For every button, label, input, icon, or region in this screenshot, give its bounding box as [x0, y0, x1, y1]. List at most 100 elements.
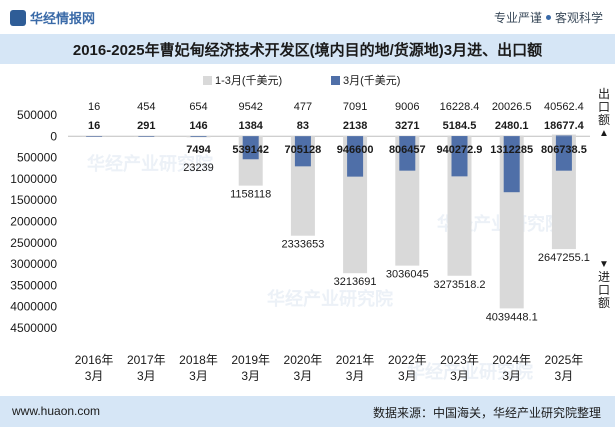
brand-name: 华经情报网 — [30, 11, 96, 26]
x-tick-label: 3月 — [346, 369, 365, 383]
x-tick-label: 3月 — [502, 369, 521, 383]
export-side-label: 出口额 ▲ — [597, 88, 611, 140]
bar-month-import — [451, 136, 468, 177]
x-tick-label: 3月 — [555, 369, 574, 383]
import-side-text: 进口额 — [597, 270, 610, 310]
data-label-month-import: 7494 — [186, 144, 211, 156]
tagline: 专业严谨 客观科学 — [494, 9, 603, 26]
tagline-left: 专业严谨 — [493, 11, 542, 25]
data-label-month-export: 1384 — [238, 120, 263, 132]
y-tick-label: 4500000 — [10, 321, 57, 335]
x-tick-label: 2016年 — [75, 353, 114, 367]
x-tick-label: 2018年 — [179, 353, 218, 367]
data-label-cumulative-import: 3036045 — [386, 269, 429, 281]
x-tick-label: 2020年 — [284, 353, 323, 367]
bar-cumulative-export — [447, 135, 472, 137]
data-label-cumulative-export: 477 — [294, 101, 312, 113]
data-label-month-export: 291 — [137, 120, 155, 132]
data-label-cumulative-export: 16228.4 — [440, 101, 480, 113]
chart-title: 2016-2025年曹妃甸经济技术开发区(境内目的地/货源地)3月进、出口额 — [72, 42, 543, 59]
x-tick-label: 2022年 — [388, 353, 427, 367]
y-tick-label: 1000000 — [10, 172, 57, 186]
data-label-cumulative-import: 2333653 — [281, 239, 324, 251]
y-tick-label: 500000 — [17, 108, 57, 122]
data-label-cumulative-export: 16 — [88, 101, 100, 113]
title-bar: 2016-2025年曹妃甸经济技术开发区(境内目的地/货源地)3月进、出口额 — [0, 34, 615, 64]
data-label-month-import: 539142 — [232, 144, 269, 156]
footer: www.huaon.com 数据来源：中国海关，华经产业研究院整理 — [0, 396, 615, 427]
data-label-month-export: 83 — [297, 120, 309, 132]
bar-month-import — [242, 136, 259, 160]
legend-label: 3月(千美元) — [343, 74, 400, 87]
data-label-cumulative-export: 9542 — [238, 101, 262, 113]
down-arrow-icon: ▼ — [599, 259, 609, 270]
x-tick-label: 2023年 — [440, 353, 479, 367]
data-label-cumulative-export: 40562.4 — [544, 101, 584, 113]
x-tick-label: 3月 — [85, 369, 104, 383]
y-tick-label: 3500000 — [10, 278, 57, 292]
y-tick-label: 2500000 — [10, 236, 57, 250]
watermark-text: 华经产业研究院 — [87, 153, 213, 174]
data-label-cumulative-import: 23239 — [183, 162, 214, 174]
top-bar: 华经情报网 专业严谨 客观科学 — [0, 0, 615, 34]
x-tick-label: 3月 — [294, 369, 313, 383]
bullet-icon — [545, 15, 551, 20]
bar-month-import — [555, 136, 572, 171]
bar-cumulative-export — [551, 134, 576, 137]
bar-month-import — [294, 136, 311, 167]
data-label-cumulative-export: 20026.5 — [492, 101, 532, 113]
data-label-month-export: 5184.5 — [443, 120, 477, 132]
data-label-cumulative-export: 7091 — [343, 101, 367, 113]
bar-month-import — [503, 136, 520, 193]
x-tick-label: 3月 — [137, 369, 156, 383]
export-side-text: 出口额 — [597, 87, 610, 127]
data-label-month-import: 1312285 — [490, 144, 533, 156]
data-label-cumulative-export: 654 — [189, 101, 207, 113]
import-side-label: ▼ 进口额 — [597, 258, 611, 310]
x-tick-label: 3月 — [450, 369, 469, 383]
data-label-cumulative-import: 3213691 — [334, 276, 377, 288]
data-label-month-import: 940272.9 — [437, 144, 483, 156]
data-label-cumulative-export: 9006 — [395, 101, 419, 113]
data-label-month-export: 2138 — [343, 120, 367, 132]
tagline-right: 客观科学 — [554, 11, 603, 25]
data-label-cumulative-import: 4039448.1 — [486, 311, 538, 323]
data-label-cumulative-export: 454 — [137, 101, 155, 113]
bar-month-export — [86, 136, 103, 137]
legend-swatch — [331, 76, 340, 85]
footer-website[interactable]: www.huaon.com — [12, 404, 101, 418]
x-tick-label: 3月 — [241, 369, 260, 383]
footer-source: 数据来源：中国海关，华经产业研究院整理 — [372, 406, 601, 420]
bar-cumulative-export — [499, 135, 524, 137]
watermark-text: 华经产业研究院 — [407, 361, 533, 382]
y-tick-label: 500000 — [17, 151, 57, 165]
y-tick-label: 3000000 — [10, 257, 57, 271]
data-label-cumulative-import: 1158118 — [230, 189, 271, 201]
brand[interactable]: 华经情报网 — [10, 8, 95, 27]
bar-month-export — [138, 136, 155, 137]
legend-label: 1-3月(千美元) — [215, 74, 282, 87]
y-tick-label: 2000000 — [10, 215, 57, 229]
bar-month-import — [399, 136, 416, 171]
data-label-month-export: 18677.4 — [544, 120, 585, 132]
y-tick-label: 4000000 — [10, 300, 57, 314]
data-label-cumulative-import: 3273518.2 — [434, 279, 486, 291]
y-tick-label: 0 — [50, 129, 57, 143]
data-label-month-export: 146 — [189, 120, 207, 132]
data-label-month-export: 16 — [88, 120, 100, 132]
x-tick-label: 3月 — [189, 369, 208, 383]
chart: 华经产业研究院华经产业研究院华经产业研究院华经产业研究院1-3月(千美元)3月(… — [10, 74, 590, 383]
watermark-text: 华经产业研究院 — [267, 288, 393, 309]
up-arrow-icon: ▲ — [599, 128, 609, 139]
legend-swatch — [203, 76, 212, 85]
data-label-month-import: 806457 — [389, 144, 426, 156]
x-tick-label: 2019年 — [231, 353, 270, 367]
data-label-month-export: 2480.1 — [495, 120, 529, 132]
x-tick-label: 2024年 — [492, 353, 531, 367]
data-label-month-import: 705128 — [285, 144, 322, 156]
x-tick-label: 2025年 — [545, 353, 584, 367]
x-tick-label: 3月 — [398, 369, 417, 383]
x-tick-label: 2017年 — [127, 353, 166, 367]
bar-month-export — [555, 135, 572, 137]
data-label-cumulative-import: 2647255.1 — [538, 252, 590, 264]
